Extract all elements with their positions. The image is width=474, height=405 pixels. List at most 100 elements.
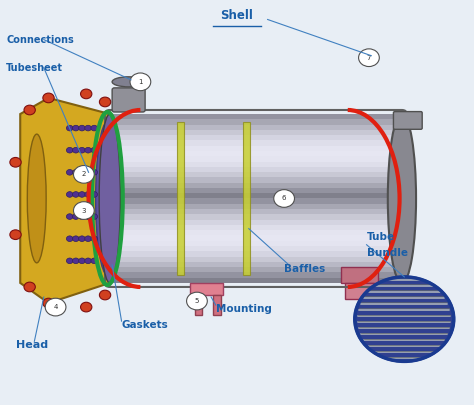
Circle shape xyxy=(91,214,98,220)
Circle shape xyxy=(24,105,36,115)
Circle shape xyxy=(10,230,21,239)
Text: 2: 2 xyxy=(82,171,86,177)
Circle shape xyxy=(85,125,91,131)
Circle shape xyxy=(66,147,73,153)
FancyBboxPatch shape xyxy=(110,193,402,198)
Circle shape xyxy=(100,97,111,107)
Circle shape xyxy=(81,89,92,99)
Circle shape xyxy=(85,192,91,197)
FancyBboxPatch shape xyxy=(110,141,402,146)
Circle shape xyxy=(66,192,73,197)
Circle shape xyxy=(130,73,151,91)
Circle shape xyxy=(73,147,79,153)
FancyBboxPatch shape xyxy=(110,209,402,214)
FancyBboxPatch shape xyxy=(393,112,422,129)
Circle shape xyxy=(79,258,85,264)
Circle shape xyxy=(85,236,91,241)
Circle shape xyxy=(85,147,91,153)
Text: Baffles: Baffles xyxy=(284,264,325,274)
FancyBboxPatch shape xyxy=(341,267,378,283)
Text: Mounting: Mounting xyxy=(216,304,272,314)
Circle shape xyxy=(79,192,85,197)
FancyBboxPatch shape xyxy=(110,146,402,151)
Circle shape xyxy=(66,170,73,175)
Text: Shell: Shell xyxy=(220,9,254,22)
Circle shape xyxy=(66,125,73,131)
Text: 3: 3 xyxy=(82,207,86,213)
Ellipse shape xyxy=(27,134,46,263)
FancyBboxPatch shape xyxy=(110,177,402,183)
FancyBboxPatch shape xyxy=(110,230,402,235)
FancyBboxPatch shape xyxy=(110,241,402,246)
FancyBboxPatch shape xyxy=(110,135,402,141)
Circle shape xyxy=(85,258,91,264)
Ellipse shape xyxy=(99,114,120,283)
FancyBboxPatch shape xyxy=(110,220,402,225)
Circle shape xyxy=(73,192,79,197)
FancyBboxPatch shape xyxy=(110,114,402,119)
FancyBboxPatch shape xyxy=(110,130,402,135)
FancyBboxPatch shape xyxy=(112,88,145,112)
Circle shape xyxy=(73,236,79,241)
FancyBboxPatch shape xyxy=(110,183,402,188)
Circle shape xyxy=(91,258,98,264)
Circle shape xyxy=(73,202,94,220)
Circle shape xyxy=(85,214,91,220)
FancyBboxPatch shape xyxy=(110,246,402,251)
Circle shape xyxy=(358,49,379,66)
Circle shape xyxy=(73,166,94,183)
FancyBboxPatch shape xyxy=(110,125,402,130)
Ellipse shape xyxy=(388,114,416,283)
FancyBboxPatch shape xyxy=(177,122,184,275)
Circle shape xyxy=(73,214,79,220)
FancyBboxPatch shape xyxy=(110,214,402,220)
Text: 5: 5 xyxy=(195,298,199,304)
Circle shape xyxy=(66,258,73,264)
FancyBboxPatch shape xyxy=(243,122,250,275)
FancyBboxPatch shape xyxy=(110,162,402,167)
FancyBboxPatch shape xyxy=(110,235,402,241)
Circle shape xyxy=(91,236,98,241)
Circle shape xyxy=(355,277,454,361)
Circle shape xyxy=(43,298,54,308)
FancyBboxPatch shape xyxy=(110,251,402,256)
Text: 6: 6 xyxy=(282,196,286,201)
Circle shape xyxy=(91,147,98,153)
Polygon shape xyxy=(20,98,110,303)
FancyBboxPatch shape xyxy=(110,262,402,267)
FancyBboxPatch shape xyxy=(110,225,402,230)
Circle shape xyxy=(187,292,207,310)
FancyBboxPatch shape xyxy=(110,119,402,125)
Text: 7: 7 xyxy=(367,55,371,61)
FancyBboxPatch shape xyxy=(110,151,402,156)
Circle shape xyxy=(79,125,85,131)
Circle shape xyxy=(79,236,85,241)
Polygon shape xyxy=(195,295,201,315)
Circle shape xyxy=(91,125,98,131)
FancyBboxPatch shape xyxy=(110,204,402,209)
Circle shape xyxy=(91,170,98,175)
FancyBboxPatch shape xyxy=(110,167,402,172)
Circle shape xyxy=(10,158,21,167)
Polygon shape xyxy=(190,283,223,295)
Circle shape xyxy=(91,192,98,197)
Circle shape xyxy=(66,214,73,220)
Circle shape xyxy=(79,170,85,175)
Text: 1: 1 xyxy=(138,79,143,85)
Text: Connections: Connections xyxy=(6,34,74,45)
Text: Tube: Tube xyxy=(366,232,395,242)
Circle shape xyxy=(85,170,91,175)
FancyBboxPatch shape xyxy=(110,267,402,273)
FancyBboxPatch shape xyxy=(110,198,402,204)
Text: Bundle: Bundle xyxy=(366,248,408,258)
Text: Tubesheet: Tubesheet xyxy=(6,63,63,73)
Ellipse shape xyxy=(112,77,145,87)
Circle shape xyxy=(73,258,79,264)
Text: Gaskets: Gaskets xyxy=(121,320,168,330)
Circle shape xyxy=(100,290,111,300)
FancyBboxPatch shape xyxy=(110,188,402,193)
FancyBboxPatch shape xyxy=(110,172,402,177)
FancyBboxPatch shape xyxy=(110,273,402,278)
Circle shape xyxy=(274,190,294,207)
Ellipse shape xyxy=(96,122,119,275)
